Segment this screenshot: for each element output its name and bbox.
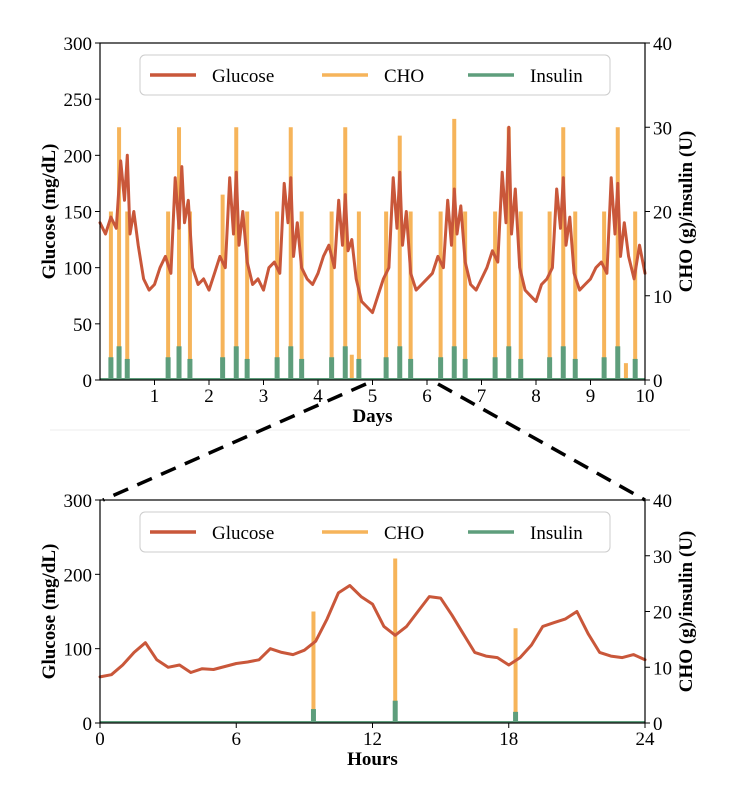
y-tick-label: 300 xyxy=(64,34,93,55)
x-tick-label: 10 xyxy=(636,386,655,407)
x-tick-label: 9 xyxy=(586,386,596,407)
y-tick-label: 100 xyxy=(64,259,93,280)
y-tick-label: 0 xyxy=(83,371,93,392)
y2-tick-label: 20 xyxy=(653,603,672,624)
y-axis-label: Glucose (mg/dL) xyxy=(39,544,60,680)
y-tick-label: 200 xyxy=(64,565,93,586)
legend-label-insulin: Insulin xyxy=(530,523,583,544)
y2-tick-label: 10 xyxy=(653,287,672,308)
x-tick-label: 5 xyxy=(368,386,378,407)
y-tick-label: 250 xyxy=(64,90,93,111)
y-tick-label: 150 xyxy=(64,203,93,224)
y-tick-label: 300 xyxy=(64,491,93,512)
legend-label-glucose: Glucose xyxy=(212,523,274,544)
legend-label-glucose: Glucose xyxy=(212,66,274,87)
glucose-line xyxy=(98,125,647,315)
x-tick-label: 6 xyxy=(422,386,432,407)
y-axis-label: Glucose (mg/dL) xyxy=(39,144,60,280)
y-tick-label: 100 xyxy=(64,640,93,661)
legend-label-cho: CHO xyxy=(384,523,424,544)
y2-axis-label: CHO (g)/insulin (U) xyxy=(676,531,697,693)
y2-tick-label: 20 xyxy=(653,203,672,224)
x-tick-label: 6 xyxy=(232,729,242,750)
y2-tick-label: 0 xyxy=(653,714,663,735)
y2-tick-label: 0 xyxy=(653,371,663,392)
x-tick-label: 8 xyxy=(531,386,541,407)
y-tick-label: 200 xyxy=(64,146,93,167)
x-tick-label: 18 xyxy=(499,729,518,750)
x-axis-label: Days xyxy=(352,406,392,427)
x-tick-label: 7 xyxy=(477,386,487,407)
x-tick-label: 0 xyxy=(95,729,105,750)
x-axis-label: Hours xyxy=(347,749,398,770)
y2-tick-label: 40 xyxy=(653,34,672,55)
top-chart: 1 2 3 4 5 6 7 8 9 10050100150200250300010203040Da… xyxy=(39,34,697,427)
y2-tick-label: 40 xyxy=(653,491,672,512)
zoom-connector-right xyxy=(437,382,646,502)
legend-box xyxy=(139,54,611,96)
y-tick-label: 0 xyxy=(83,714,93,735)
y2-axis-label: CHO (g)/insulin (U) xyxy=(676,131,697,293)
x-tick-label: 12 xyxy=(363,729,382,750)
y2-tick-label: 10 xyxy=(653,658,672,679)
x-tick-label: 1 xyxy=(150,386,160,407)
legend-box xyxy=(139,511,611,553)
bottom-chart: 0 6 12 18 240100200300010203040HoursGlucose … xyxy=(39,491,697,770)
y2-tick-label: 30 xyxy=(653,118,672,139)
zoom-connector-left xyxy=(102,382,367,502)
y-tick-label: 50 xyxy=(73,315,92,336)
glucose-line xyxy=(98,584,647,679)
x-tick-label: 24 xyxy=(636,729,656,750)
x-tick-label: 3 xyxy=(259,386,269,407)
legend-label-cho: CHO xyxy=(384,66,424,87)
y2-tick-label: 30 xyxy=(653,547,672,568)
x-tick-label: 4 xyxy=(313,386,323,407)
legend-label-insulin: Insulin xyxy=(530,66,583,87)
x-tick-label: 2 xyxy=(204,386,214,407)
